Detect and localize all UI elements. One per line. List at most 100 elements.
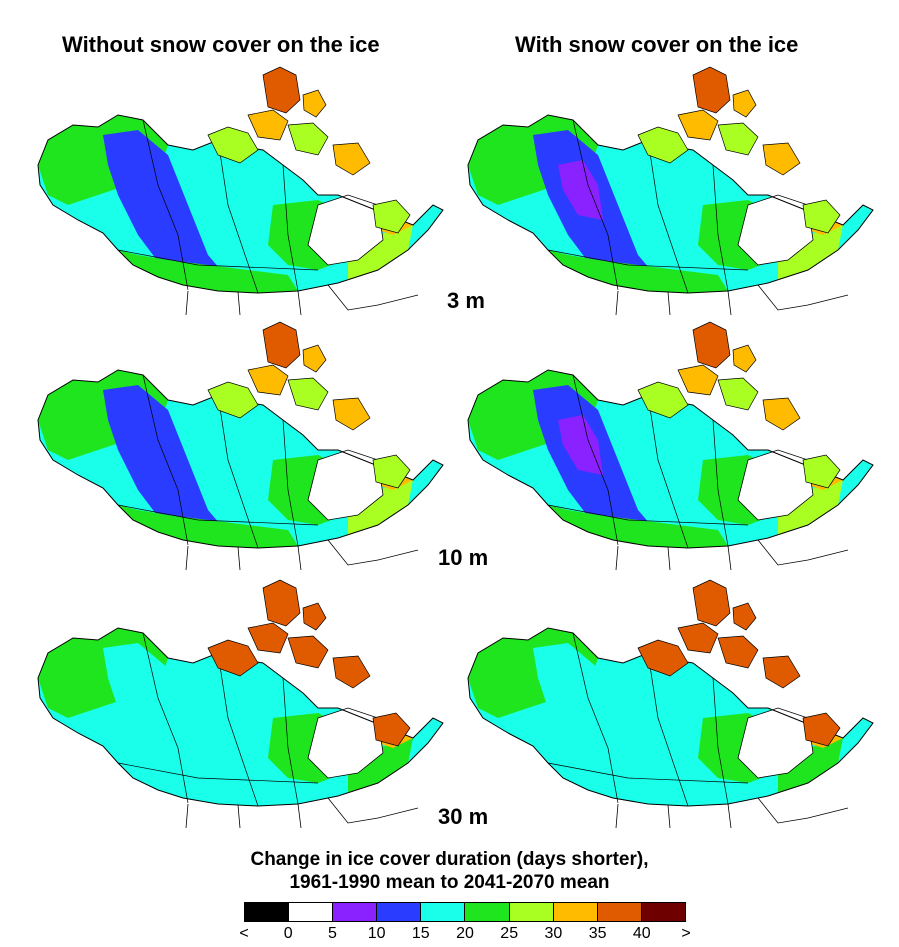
hudson-bay	[307, 449, 384, 521]
arctic-island	[637, 126, 689, 164]
colorbar-tick-label: 40	[632, 925, 651, 942]
column-title-without-snow: Without snow cover on the ice	[62, 32, 380, 57]
arctic-island	[372, 199, 411, 234]
arctic-island	[732, 602, 757, 631]
arctic-island	[677, 622, 719, 654]
province-boundaries	[117, 119, 319, 294]
arctic-island	[262, 579, 301, 627]
colorbar-tick-label: >	[681, 925, 691, 942]
border-lines	[185, 539, 419, 570]
hudson-bay	[737, 449, 814, 521]
arctic-island	[207, 126, 259, 164]
ice-change-region	[128, 160, 173, 220]
arctic-island	[247, 622, 289, 654]
map-panel-30m-without-snow	[18, 568, 468, 828]
ice-change-region	[533, 643, 668, 804]
arctic-island	[802, 712, 841, 747]
border-lines	[615, 797, 849, 828]
ice-change-region	[558, 160, 603, 220]
arctic-island	[287, 122, 329, 156]
coastline	[467, 627, 874, 807]
ice-change-region	[118, 505, 298, 548]
ice-change-region	[128, 415, 173, 475]
arctic-island	[692, 321, 731, 369]
colorbar-swatch	[553, 903, 598, 921]
arctic-island	[302, 344, 327, 373]
ice-change-region	[348, 480, 413, 535]
arctic-island	[332, 397, 371, 431]
arctic-island	[762, 655, 801, 689]
colorbar-swatch	[509, 903, 554, 921]
arctic-island	[717, 635, 759, 669]
ice-change-region	[548, 763, 728, 806]
legend-title-line1: Change in ice cover duration (days short…	[250, 849, 649, 870]
ice-change-region	[778, 225, 843, 280]
arctic-island	[732, 344, 757, 373]
province-boundaries	[547, 119, 749, 294]
coastline	[37, 627, 444, 807]
arctic-island	[637, 639, 689, 677]
arctic-island	[732, 89, 757, 118]
colorbar-tick-label: 5	[327, 925, 337, 942]
colorbar-tick-label: <	[239, 925, 249, 942]
arctic-island	[207, 639, 259, 677]
border-lines	[615, 284, 849, 315]
map-panel-3m-without-snow	[18, 55, 468, 315]
colorbar	[244, 902, 686, 922]
colorbar-swatch	[597, 903, 642, 921]
colorbar-swatch	[421, 903, 466, 921]
column-title-with-snow: With snow cover on the ice	[515, 32, 799, 57]
colorbar-tick-label: 35	[588, 925, 607, 942]
arctic-island	[247, 364, 289, 396]
ice-change-region	[118, 763, 298, 806]
arctic-island	[637, 381, 689, 419]
colorbar-swatch	[289, 903, 334, 921]
arctic-island	[762, 397, 801, 431]
ice-change-region	[778, 480, 843, 535]
arctic-island	[332, 655, 371, 689]
arctic-island	[692, 579, 731, 627]
ice-change-region	[103, 643, 238, 804]
arctic-island	[717, 122, 759, 156]
arctic-island	[302, 89, 327, 118]
arctic-island	[372, 454, 411, 489]
province-boundaries	[117, 374, 319, 549]
arctic-island	[802, 454, 841, 489]
colorbar-tick-label: 15	[411, 925, 430, 942]
border-lines	[185, 797, 419, 828]
colorbar-tick-label: 0	[283, 925, 293, 942]
border-lines	[185, 284, 419, 315]
arctic-island	[762, 142, 801, 176]
colorbar-swatch	[245, 903, 290, 921]
hudson-bay	[737, 194, 814, 266]
map-panel-30m-with-snow	[448, 568, 898, 828]
arctic-island	[677, 109, 719, 141]
depth-label-30m: 30 m	[438, 804, 489, 829]
depth-label-10m: 10 m	[438, 545, 489, 570]
ice-change-region	[558, 415, 603, 475]
province-boundaries	[547, 374, 749, 549]
arctic-island	[262, 66, 301, 114]
arctic-island	[692, 66, 731, 114]
colorbar-tick-label: 10	[367, 925, 386, 942]
arctic-island	[372, 712, 411, 747]
arctic-island	[287, 635, 329, 669]
hudson-bay	[307, 707, 384, 779]
coastline	[467, 369, 874, 549]
province-boundaries	[547, 632, 749, 807]
hudson-bay	[737, 707, 814, 779]
colorbar-swatch	[377, 903, 422, 921]
hudson-bay	[307, 194, 384, 266]
colorbar-swatch	[465, 903, 510, 921]
map-panel-10m-without-snow	[18, 310, 468, 570]
ice-change-region	[548, 250, 728, 293]
border-lines	[615, 539, 849, 570]
ice-change-region	[348, 738, 413, 793]
colorbar-swatch	[641, 903, 685, 921]
coastline	[37, 114, 444, 294]
colorbar-tick-label: 25	[500, 925, 519, 942]
arctic-island	[677, 364, 719, 396]
ice-change-region	[118, 250, 298, 293]
colorbar-tick-label: 30	[544, 925, 563, 942]
arctic-island	[302, 602, 327, 631]
